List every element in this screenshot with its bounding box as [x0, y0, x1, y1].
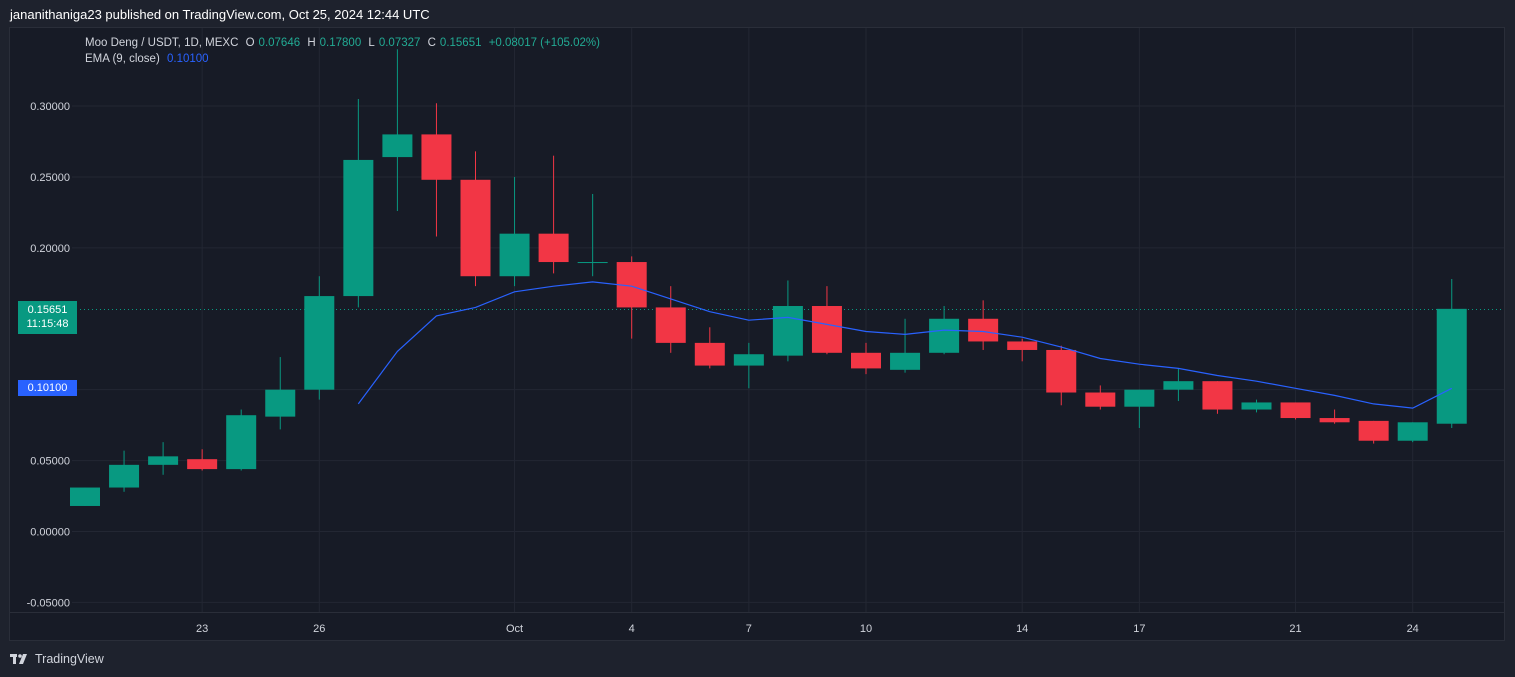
ema-price-badge: 0.10100: [18, 380, 77, 397]
candle-body-up: [265, 389, 296, 417]
candle-body-up: [890, 352, 921, 370]
ema-line: [357, 281, 1453, 409]
candle-body-down: [655, 307, 686, 343]
x-tick-label: 4: [629, 623, 635, 635]
legend-ema-label[interactable]: EMA (9, close): [85, 53, 160, 65]
candle-body-up: [733, 354, 764, 366]
candle-body-down: [1202, 381, 1233, 410]
candle-body-up: [1163, 381, 1194, 390]
tradingview-logo-icon: [10, 654, 27, 664]
candle-body-down: [1280, 402, 1311, 419]
bar-countdown: 11:15:48: [26, 317, 69, 330]
legend-close-label: C: [427, 37, 436, 49]
candle-body-down: [187, 459, 218, 470]
legend-high-label: H: [307, 37, 316, 49]
legend-low: 0.07327: [378, 37, 421, 49]
candle-body-up: [499, 233, 530, 277]
chart-panel[interactable]: 0.300000.250000.200000.100000.050000.000…: [9, 27, 1505, 641]
x-tick-label: 24: [1407, 623, 1419, 635]
legend-ema-value: 0.10100: [166, 53, 209, 65]
legend-open: 0.07646: [258, 37, 301, 49]
candle-body-up: [1124, 389, 1155, 407]
candle-body-up: [1436, 308, 1467, 424]
candle-body-up: [304, 296, 335, 390]
last-price-value: 0.15651: [27, 303, 68, 316]
candle-body-up: [772, 306, 803, 356]
y-tick-label: 0.20000: [30, 243, 70, 255]
candle-body-up: [226, 415, 257, 470]
candle-body-down: [421, 134, 452, 180]
x-tick-label: Oct: [506, 623, 523, 635]
x-tick-label: 26: [313, 623, 325, 635]
candle-body-up: [70, 487, 100, 506]
legend-change: +0.08017 (+105.02%): [488, 37, 600, 49]
candle-body-down: [851, 352, 881, 369]
x-tick-label: 21: [1289, 623, 1301, 635]
candle-body-up: [1241, 402, 1272, 410]
candle-body-up: [109, 464, 140, 488]
last-price-badge: 0.15651 11:15:48: [18, 300, 77, 334]
legend-low-label: L: [368, 37, 375, 49]
published-header: jananithaniga23 published on TradingView…: [10, 7, 430, 22]
y-tick-label: -0.05000: [27, 597, 70, 609]
candle-body-down: [1358, 420, 1389, 441]
legend-symbol[interactable]: Moo Deng / USDT, 1D, MEXC: [85, 37, 239, 49]
candle-body-down: [460, 179, 491, 277]
y-tick-label: 0.05000: [30, 456, 70, 468]
candle-body-up: [148, 456, 179, 465]
candle-body-down: [1085, 392, 1116, 407]
y-tick-label: 0.00000: [30, 527, 70, 539]
candle-body-up: [577, 262, 608, 264]
candle-body-up: [929, 318, 960, 353]
candle-body-up: [382, 134, 413, 158]
candle-body-down: [968, 318, 999, 342]
candle-body-down: [1319, 418, 1350, 423]
legend-high: 0.17800: [319, 37, 362, 49]
legend-close: 0.15651: [439, 37, 482, 49]
legend-row-ema: EMA (9, close) 0.10100: [85, 51, 604, 67]
candle-body-down: [1007, 341, 1038, 350]
x-tick-label: 10: [860, 623, 872, 635]
x-tick-label: 17: [1133, 623, 1145, 635]
candle-body-down: [811, 306, 842, 353]
x-tick-label: 23: [196, 623, 208, 635]
x-tick-label: 14: [1016, 623, 1028, 635]
candle-body-down: [1046, 349, 1077, 393]
legend-open-label: O: [245, 37, 255, 49]
chart-legend: Moo Deng / USDT, 1D, MEXC O 0.07646 H 0.17…: [85, 35, 604, 67]
x-tick-label: 7: [746, 623, 752, 635]
footer-brand: TradingView: [35, 652, 104, 666]
candle-body-down: [538, 233, 569, 263]
y-tick-label: 0.25000: [30, 172, 70, 184]
candle-body-up: [343, 159, 374, 297]
candle-body-down: [694, 342, 725, 366]
legend-row-symbol: Moo Deng / USDT, 1D, MEXC O 0.07646 H 0.17…: [85, 35, 604, 51]
candle-body-up: [1397, 422, 1428, 441]
y-tick-label: 0.30000: [30, 101, 70, 113]
candlestick-chart[interactable]: 0.300000.250000.200000.100000.050000.000…: [10, 28, 1504, 640]
tradingview-footer[interactable]: TradingView: [10, 652, 104, 666]
